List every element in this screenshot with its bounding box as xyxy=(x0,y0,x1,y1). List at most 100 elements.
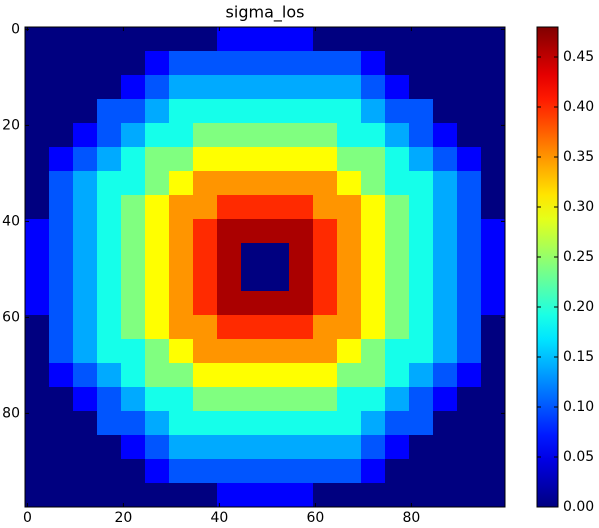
heatmap-cell xyxy=(433,123,458,148)
heatmap-cell xyxy=(169,291,194,316)
heatmap-cell xyxy=(361,291,386,316)
heatmap-cell xyxy=(241,363,266,388)
heatmap-cell xyxy=(121,387,146,412)
heatmap-cell xyxy=(337,339,362,364)
heatmap-cell xyxy=(457,411,482,436)
heatmap-cell xyxy=(409,459,434,484)
heatmap-cell xyxy=(289,267,314,292)
y-tick-label: 60 xyxy=(2,309,20,325)
heatmap-cell xyxy=(433,315,458,340)
heatmap-cell xyxy=(361,123,386,148)
heatmap-cell xyxy=(289,435,314,460)
heatmap-cell xyxy=(337,435,362,460)
heatmap-cell xyxy=(217,123,242,148)
heatmap xyxy=(25,27,506,508)
heatmap-cell xyxy=(217,219,242,244)
heatmap-cell xyxy=(385,243,410,268)
heatmap-cell xyxy=(49,291,74,316)
heatmap-cell xyxy=(25,99,50,124)
heatmap-cell xyxy=(457,267,482,292)
heatmap-cell xyxy=(265,411,290,436)
heatmap-cell xyxy=(121,51,146,76)
heatmap-cell xyxy=(265,195,290,220)
heatmap-cell xyxy=(457,123,482,148)
heatmap-cell xyxy=(313,387,338,412)
heatmap-cell xyxy=(265,291,290,316)
heatmap-cell xyxy=(313,51,338,76)
heatmap-cell xyxy=(409,219,434,244)
heatmap-cell xyxy=(457,99,482,124)
heatmap-cell xyxy=(25,27,50,52)
heatmap-cell xyxy=(361,339,386,364)
heatmap-cell xyxy=(457,27,482,52)
heatmap-cell xyxy=(361,435,386,460)
heatmap-cell xyxy=(73,51,98,76)
heatmap-cell xyxy=(97,171,122,196)
heatmap-cell xyxy=(73,435,98,460)
heatmap-cell xyxy=(361,459,386,484)
heatmap-cell xyxy=(145,459,170,484)
heatmap-cell xyxy=(481,339,506,364)
heatmap-cell xyxy=(409,291,434,316)
heatmap-cell xyxy=(337,387,362,412)
heatmap-cell xyxy=(217,27,242,52)
heatmap-cell xyxy=(241,171,266,196)
heatmap-cell xyxy=(313,171,338,196)
heatmap-cell xyxy=(241,411,266,436)
y-tick-label: 80 xyxy=(2,405,20,421)
heatmap-cell xyxy=(97,267,122,292)
heatmap-cell xyxy=(217,267,242,292)
heatmap-cell xyxy=(385,435,410,460)
heatmap-cell xyxy=(193,147,218,172)
heatmap-cell xyxy=(145,435,170,460)
heatmap-cell xyxy=(433,435,458,460)
heatmap-cell xyxy=(49,123,74,148)
heatmap-cell xyxy=(193,219,218,244)
heatmap-cell xyxy=(193,315,218,340)
heatmap-cell xyxy=(481,27,506,52)
heatmap-cell xyxy=(169,99,194,124)
heatmap-cell xyxy=(481,459,506,484)
heatmap-cell xyxy=(121,147,146,172)
heatmap-cell xyxy=(265,147,290,172)
heatmap-cell xyxy=(193,291,218,316)
heatmap-cell xyxy=(481,411,506,436)
heatmap-cell xyxy=(169,123,194,148)
heatmap-cell xyxy=(49,51,74,76)
heatmap-cell xyxy=(193,483,218,508)
heatmap-cell xyxy=(145,51,170,76)
heatmap-cell xyxy=(217,243,242,268)
heatmap-cell xyxy=(481,123,506,148)
heatmap-cell xyxy=(241,51,266,76)
heatmap-cell xyxy=(265,123,290,148)
heatmap-cell xyxy=(217,99,242,124)
heatmap-cell xyxy=(25,435,50,460)
colorbar-tick-label: 0.10 xyxy=(563,399,594,415)
heatmap-cell xyxy=(385,483,410,508)
heatmap-cell xyxy=(49,147,74,172)
heatmap-cell xyxy=(145,243,170,268)
heatmap-cell xyxy=(361,51,386,76)
heatmap-cell xyxy=(313,315,338,340)
heatmap-cell xyxy=(73,195,98,220)
heatmap-cell xyxy=(97,219,122,244)
heatmap-cell xyxy=(241,219,266,244)
heatmap-cell xyxy=(193,75,218,100)
heatmap-cell xyxy=(193,267,218,292)
heatmap-cell xyxy=(241,267,266,292)
heatmap-cell xyxy=(313,267,338,292)
heatmap-cell xyxy=(217,171,242,196)
heatmap-cell xyxy=(313,75,338,100)
heatmap-cell xyxy=(121,195,146,220)
heatmap-cell xyxy=(433,243,458,268)
heatmap-cell xyxy=(313,219,338,244)
heatmap-cell xyxy=(337,219,362,244)
heatmap-cell xyxy=(361,267,386,292)
heatmap-cell xyxy=(121,459,146,484)
heatmap-cell xyxy=(361,219,386,244)
heatmap-cell xyxy=(73,339,98,364)
heatmap-cell xyxy=(409,315,434,340)
heatmap-cell xyxy=(193,27,218,52)
heatmap-cell xyxy=(217,339,242,364)
heatmap-cell xyxy=(265,171,290,196)
